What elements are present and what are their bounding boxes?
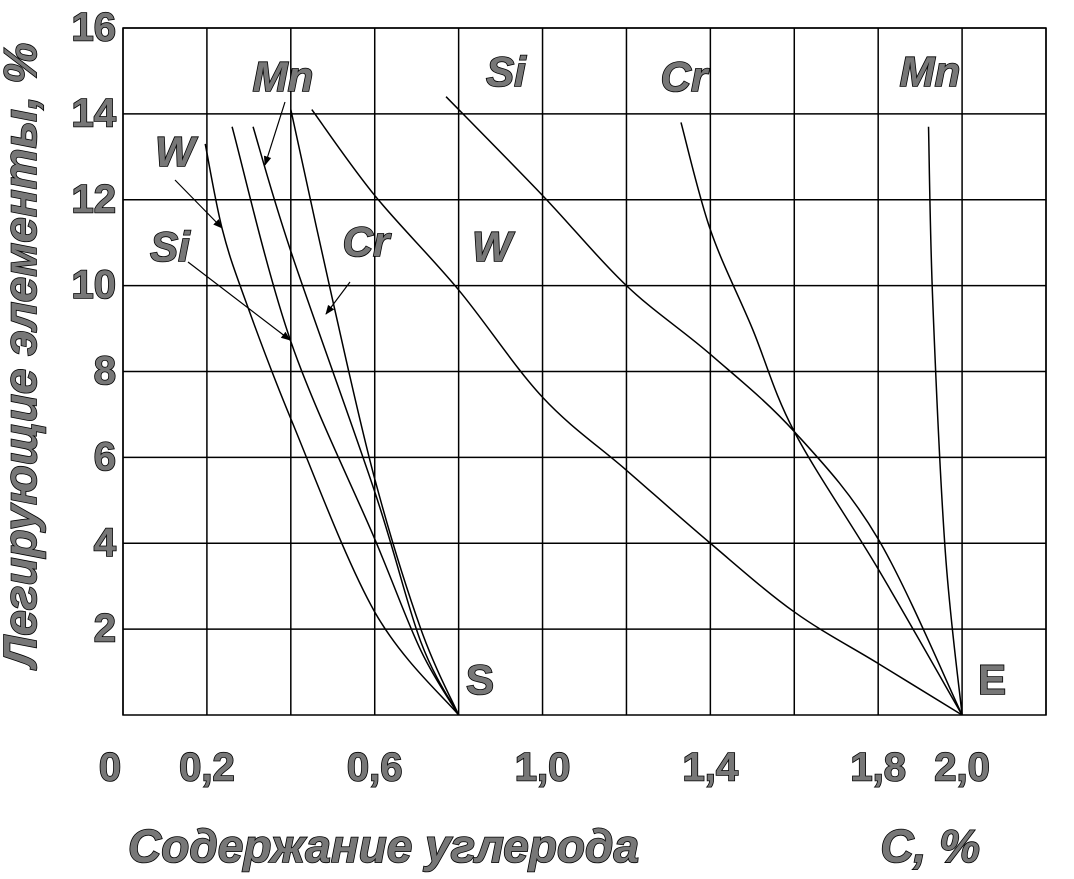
x-tick-label: 1,4 [683,746,739,790]
curve-label: Mn [900,48,961,95]
curve [680,122,963,716]
y-tick-label: 8 [94,349,116,393]
curve-label: W [155,128,198,175]
arrow [263,101,286,166]
curve-label: Cr [661,53,710,100]
curve-label: W [472,223,515,270]
point-label: E [978,656,1006,703]
arrows [174,101,351,341]
point-label: S [466,656,494,703]
curve-label: Si [150,223,191,270]
curve [445,96,963,716]
x-tick-label: 0,6 [347,746,403,790]
curve [311,109,963,716]
arrow [174,179,223,229]
y-tick-label: 4 [94,521,117,565]
x-tick-label: 0,2 [179,746,235,790]
curve [252,126,460,716]
y-axis-title: Легирующие элементы, % [0,43,46,671]
x-tick-label: 2,0 [934,746,990,790]
curve [290,109,460,716]
curve-label: Cr [343,218,392,265]
curve-label: Mn [253,53,314,100]
y-tick-label: 6 [94,435,116,479]
arrow [187,261,291,341]
y-tick-label: 14 [72,91,117,135]
y-tick-label: 16 [72,6,117,50]
arrow [325,281,351,315]
x-axis-unit: С, % [880,820,980,872]
y-tick-label: 10 [72,263,117,307]
x-tick-label: 1,0 [515,746,571,790]
curve-label: Si [486,48,527,95]
curve [927,126,963,716]
x-tick-label: 0 [99,746,121,790]
y-tick-label: 2 [94,607,116,651]
y-tick-label: 12 [72,177,117,221]
curve [204,143,460,716]
x-tick-label: 1,8 [850,746,906,790]
x-axis-title: Содержание углерода [128,820,639,872]
curve [231,126,460,716]
